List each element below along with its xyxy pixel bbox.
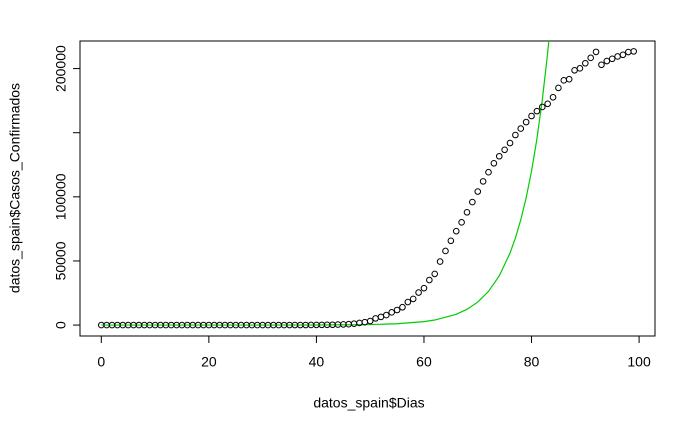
data-point [452, 227, 460, 235]
data-point [555, 84, 562, 92]
data-point [458, 219, 465, 226]
y-tick-label: 100000 [53, 173, 69, 220]
data-point [431, 270, 439, 278]
data-point [485, 168, 492, 176]
data-point [399, 303, 406, 311]
x-tick-label: 80 [524, 354, 540, 370]
data-point [603, 57, 611, 65]
data-point [512, 131, 519, 139]
data-point [619, 51, 627, 59]
data-point [501, 146, 508, 154]
data-point [447, 237, 455, 245]
data-point [442, 247, 449, 255]
data-point [544, 100, 551, 108]
data-point [549, 93, 557, 101]
data-point [350, 320, 358, 327]
data-point [393, 306, 401, 314]
data-point [538, 103, 546, 111]
data-point [420, 284, 428, 292]
data-point [587, 54, 594, 62]
data-point [560, 77, 568, 84]
data-point [372, 315, 379, 322]
data-point [625, 48, 632, 56]
data-point [426, 276, 433, 284]
data-point [630, 48, 638, 55]
data-point [469, 198, 476, 206]
data-point [571, 66, 578, 74]
data-point [490, 159, 498, 167]
x-tick-label: 40 [309, 354, 325, 370]
data-point [479, 178, 487, 185]
curve-clip [101, 41, 550, 326]
data-point [517, 125, 525, 132]
y-tick-label: 0 [53, 321, 69, 329]
fit-curve [101, 41, 550, 326]
data-point [608, 55, 616, 63]
data-point [506, 139, 514, 147]
data-point [598, 61, 605, 69]
y-axis-label: datos_spain$Casos_Confirmados [7, 83, 23, 293]
data-point [388, 309, 396, 316]
data-point [522, 118, 530, 126]
data-point [565, 75, 573, 83]
data-point [528, 112, 535, 120]
data-point [404, 298, 412, 306]
y-tick-label: 50000 [53, 241, 69, 280]
data-point [474, 188, 482, 195]
data-point [436, 258, 444, 265]
data-point [592, 48, 600, 56]
data-point [409, 295, 417, 303]
x-tick-label: 0 [97, 354, 105, 370]
y-tick-label: 200000 [53, 45, 69, 92]
x-axis-label: datos_spain$Dias [313, 395, 424, 411]
data-point [533, 107, 541, 115]
x-tick-label: 60 [416, 354, 432, 370]
data-point [463, 208, 471, 216]
data-point [415, 289, 422, 296]
data-point [495, 152, 503, 160]
data-point [383, 311, 390, 319]
x-tick-label: 20 [201, 354, 217, 370]
plot-box [79, 40, 656, 337]
x-tick-label: 100 [627, 354, 651, 370]
data-point [377, 313, 385, 321]
data-point [576, 65, 584, 72]
data-point [366, 317, 374, 325]
data-point [614, 53, 621, 60]
data-point [582, 59, 589, 67]
